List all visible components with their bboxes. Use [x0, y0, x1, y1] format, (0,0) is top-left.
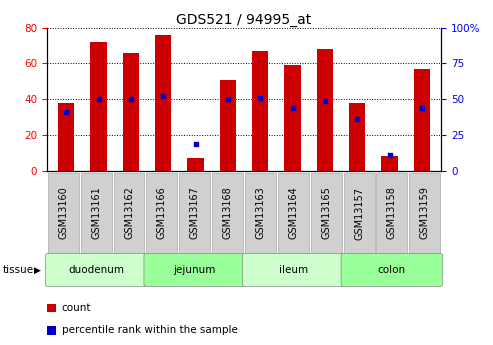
Point — [256, 95, 264, 100]
Point — [386, 152, 393, 158]
Point — [62, 109, 70, 115]
Text: GSM13160: GSM13160 — [58, 187, 68, 239]
Bar — [187, 158, 204, 171]
Bar — [58, 103, 74, 171]
Text: GSM13158: GSM13158 — [387, 187, 397, 239]
Text: GSM13157: GSM13157 — [354, 187, 364, 239]
Text: GSM13159: GSM13159 — [420, 187, 430, 239]
Bar — [91, 42, 106, 171]
Text: GSM13168: GSM13168 — [223, 187, 233, 239]
Text: GSM13161: GSM13161 — [91, 187, 101, 239]
Text: GSM13162: GSM13162 — [124, 187, 134, 239]
Point — [353, 117, 361, 122]
Text: GSM13165: GSM13165 — [321, 187, 331, 239]
Bar — [284, 65, 301, 171]
Point — [95, 96, 103, 102]
Text: GSM13167: GSM13167 — [190, 187, 200, 239]
Point — [418, 105, 426, 110]
Point — [224, 96, 232, 102]
Bar — [382, 157, 397, 171]
Text: GSM13166: GSM13166 — [157, 187, 167, 239]
Text: tissue: tissue — [2, 265, 34, 275]
Text: percentile rank within the sample: percentile rank within the sample — [62, 325, 238, 335]
Bar — [349, 103, 365, 171]
Text: colon: colon — [378, 265, 406, 275]
Bar — [252, 51, 268, 171]
Title: GDS521 / 94995_at: GDS521 / 94995_at — [176, 12, 312, 27]
Bar — [317, 49, 333, 171]
Point — [159, 93, 167, 99]
Bar — [220, 79, 236, 171]
Text: jejunum: jejunum — [174, 265, 216, 275]
Point — [321, 98, 329, 104]
Point — [127, 96, 135, 102]
Bar — [155, 35, 171, 171]
Text: ileum: ileum — [279, 265, 308, 275]
Text: ▶: ▶ — [34, 265, 40, 275]
Point — [288, 105, 296, 110]
Text: GSM13163: GSM13163 — [255, 187, 265, 239]
Bar — [123, 53, 139, 171]
Bar — [414, 69, 430, 171]
Text: GSM13164: GSM13164 — [288, 187, 298, 239]
Text: count: count — [62, 303, 91, 313]
Text: duodenum: duodenum — [68, 265, 124, 275]
Point — [192, 141, 200, 146]
